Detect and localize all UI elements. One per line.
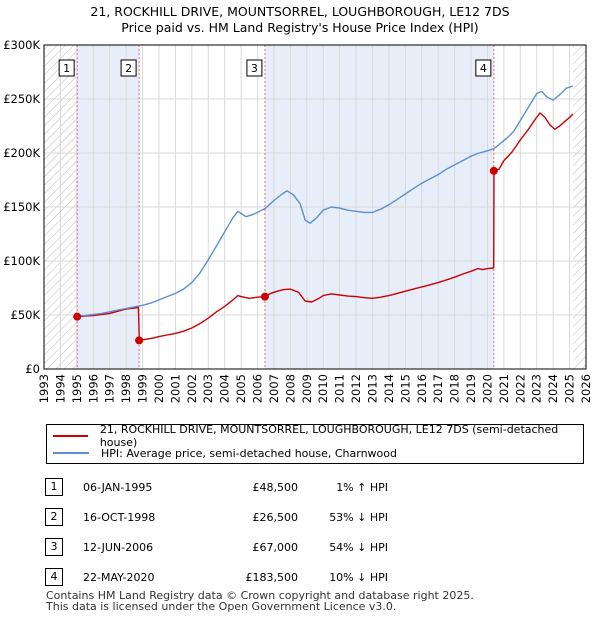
y-tick-label: £100K [3, 254, 40, 268]
price-chart: 1 2 3 4 £0 £50K £100K £150K £200K £250K £300K 1993… [3, 38, 593, 403]
legend-property-label: 21, ROCKHILL DRIVE, MOUNTSORREL, LOUGHBO… [99, 423, 559, 449]
sale-point [489, 166, 498, 175]
sale-date: 06-JAN-1995 [83, 480, 153, 494]
legend-hpi: HPI: Average price, semi-detached house,… [53, 445, 397, 461]
sale-label-box [58, 59, 75, 77]
table-row: 2 16-OCT-1998 £26,500 53% ↓ HPI [45, 502, 388, 532]
transactions-table: 1 06-JAN-1995 £48,500 1% ↑ HPI 2 16-OCT-… [45, 472, 388, 592]
x-tick-label: 2019 [464, 374, 478, 403]
x-tick-label: 2005 [234, 374, 248, 403]
sale-label-box [120, 59, 137, 77]
x-tick-label: 2001 [168, 374, 182, 403]
sale-hpi-diff: 10% ↓ HPI [329, 570, 388, 584]
x-tick-label: 2026 [579, 374, 593, 403]
chart-title-line1: 21, ROCKHILL DRIVE, MOUNTSORREL, LOUGHBO… [90, 4, 510, 19]
sale-point [73, 312, 82, 321]
y-tick-label: £300K [3, 38, 40, 52]
x-tick-label: 2017 [431, 374, 445, 403]
sale-label-number: 1 [63, 62, 70, 75]
y-tick-label: £50K [11, 308, 41, 322]
sale-date: 16-OCT-1998 [83, 510, 156, 524]
sale-label-number: 3 [251, 62, 258, 75]
sale-label-box [246, 59, 263, 77]
x-tick-label: 1994 [53, 374, 67, 403]
x-tick-label: 2010 [316, 374, 330, 403]
footer-licence: This data is licensed under the Open Gov… [46, 600, 397, 613]
legend-property-swatch [53, 435, 88, 437]
x-tick-label: 2014 [382, 374, 396, 403]
sale-point [135, 336, 144, 345]
sale-number-badge: 3 [45, 538, 63, 556]
x-tick-label: 2016 [415, 374, 429, 403]
sale-hpi-diff: 1% ↑ HPI [336, 480, 388, 494]
x-tick-label: 2018 [448, 374, 462, 403]
plot-border [43, 44, 587, 370]
legend-property: 21, ROCKHILL DRIVE, MOUNTSORREL, LOUGHBO… [53, 423, 583, 449]
footer-copyright: Contains HM Land Registry data © Crown c… [46, 589, 474, 602]
chart-title-line2: Price paid vs. HM Land Registry's House … [121, 20, 479, 35]
x-tick-label: 2004 [218, 374, 232, 403]
property-price-line [76, 112, 574, 342]
footer: Contains HM Land Registry data © Crown c… [46, 590, 474, 612]
x-tick-label: 2025 [563, 374, 577, 403]
x-tick-label: 1998 [119, 374, 133, 403]
legend: 21, ROCKHILL DRIVE, MOUNTSORREL, LOUGHBO… [46, 423, 584, 464]
sale-number-badge: 2 [45, 508, 63, 526]
table-row: 3 12-JUN-2006 £67,000 54% ↓ HPI [45, 532, 388, 562]
sale-label-box [475, 59, 492, 77]
hpi-line [76, 85, 574, 317]
x-tick-label: 1999 [136, 374, 150, 403]
sale-price: £67,000 [252, 540, 299, 554]
y-tick-label: £150K [3, 200, 40, 214]
x-tick-label: 2022 [513, 374, 527, 403]
x-tick-label: 1996 [86, 374, 100, 403]
x-tick-label: 2008 [283, 374, 297, 403]
sale-point [260, 292, 269, 301]
sale-price: £183,500 [245, 570, 299, 584]
x-tick-label: 1997 [103, 374, 117, 403]
x-tick-label: 2011 [333, 374, 347, 403]
sale-price: £26,500 [252, 510, 299, 524]
x-tick-label: 2007 [267, 374, 281, 403]
x-tick-label: 2024 [546, 374, 560, 403]
x-tick-label: 2003 [201, 374, 215, 403]
y-tick-label: £200K [3, 146, 40, 160]
y-tick-label: £0 [25, 362, 40, 376]
x-tick-label: 2013 [365, 374, 379, 403]
sale-number-badge: 4 [45, 568, 63, 586]
x-tick-label: 2012 [349, 374, 363, 403]
sale-date: 12-JUN-2006 [83, 540, 154, 554]
x-tick-label: 2021 [497, 374, 511, 403]
x-tick-label: 2015 [398, 374, 412, 403]
sale-number-badge: 1 [45, 478, 63, 496]
x-tick-label: 2023 [530, 374, 544, 403]
x-tick-label: 1993 [37, 374, 51, 403]
y-tick-label: £250K [3, 92, 40, 106]
legend-hpi-label: HPI: Average price, semi-detached house,… [101, 446, 397, 460]
x-tick-label: 2020 [480, 374, 494, 403]
sale-price: £48,500 [252, 480, 299, 494]
sale-label-number: 2 [125, 62, 132, 75]
x-tick-label: 2002 [185, 374, 199, 403]
x-tick-label: 2006 [251, 374, 265, 403]
x-tick-label: 2009 [300, 374, 314, 403]
x-tick-label: 2000 [152, 374, 166, 403]
table-row: 4 22-MAY-2020 £183,500 10% ↓ HPI [45, 562, 388, 592]
table-row: 1 06-JAN-1995 £48,500 1% ↑ HPI [45, 472, 388, 502]
x-tick-label: 1995 [70, 374, 84, 403]
sale-label-number: 4 [480, 62, 487, 75]
sale-hpi-diff: 54% ↓ HPI [329, 540, 388, 554]
sale-hpi-diff: 53% ↓ HPI [329, 510, 388, 524]
legend-hpi-swatch [53, 452, 89, 454]
sale-date: 22-MAY-2020 [83, 570, 155, 584]
